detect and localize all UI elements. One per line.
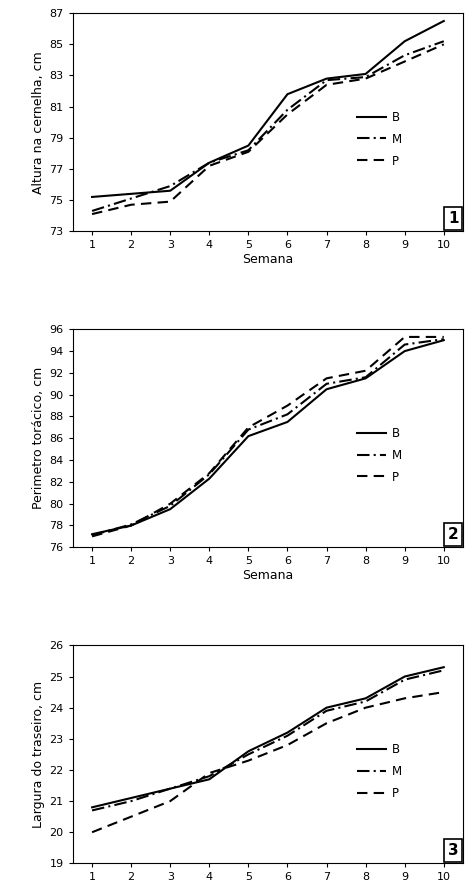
Y-axis label: Perimetro torácico, cm: Perimetro torácico, cm (32, 367, 45, 509)
Legend: B, M, P: B, M, P (352, 423, 407, 489)
X-axis label: Semana: Semana (242, 253, 293, 266)
Y-axis label: Altura na cernelha, cm: Altura na cernelha, cm (32, 51, 45, 194)
Text: 2: 2 (448, 527, 459, 542)
Y-axis label: Largura do traseiro, cm: Largura do traseiro, cm (32, 681, 45, 828)
Text: 3: 3 (448, 843, 459, 858)
Legend: B, M, P: B, M, P (352, 739, 407, 805)
Legend: B, M, P: B, M, P (352, 107, 407, 173)
X-axis label: Semana: Semana (242, 569, 293, 582)
Text: 1: 1 (448, 211, 459, 226)
